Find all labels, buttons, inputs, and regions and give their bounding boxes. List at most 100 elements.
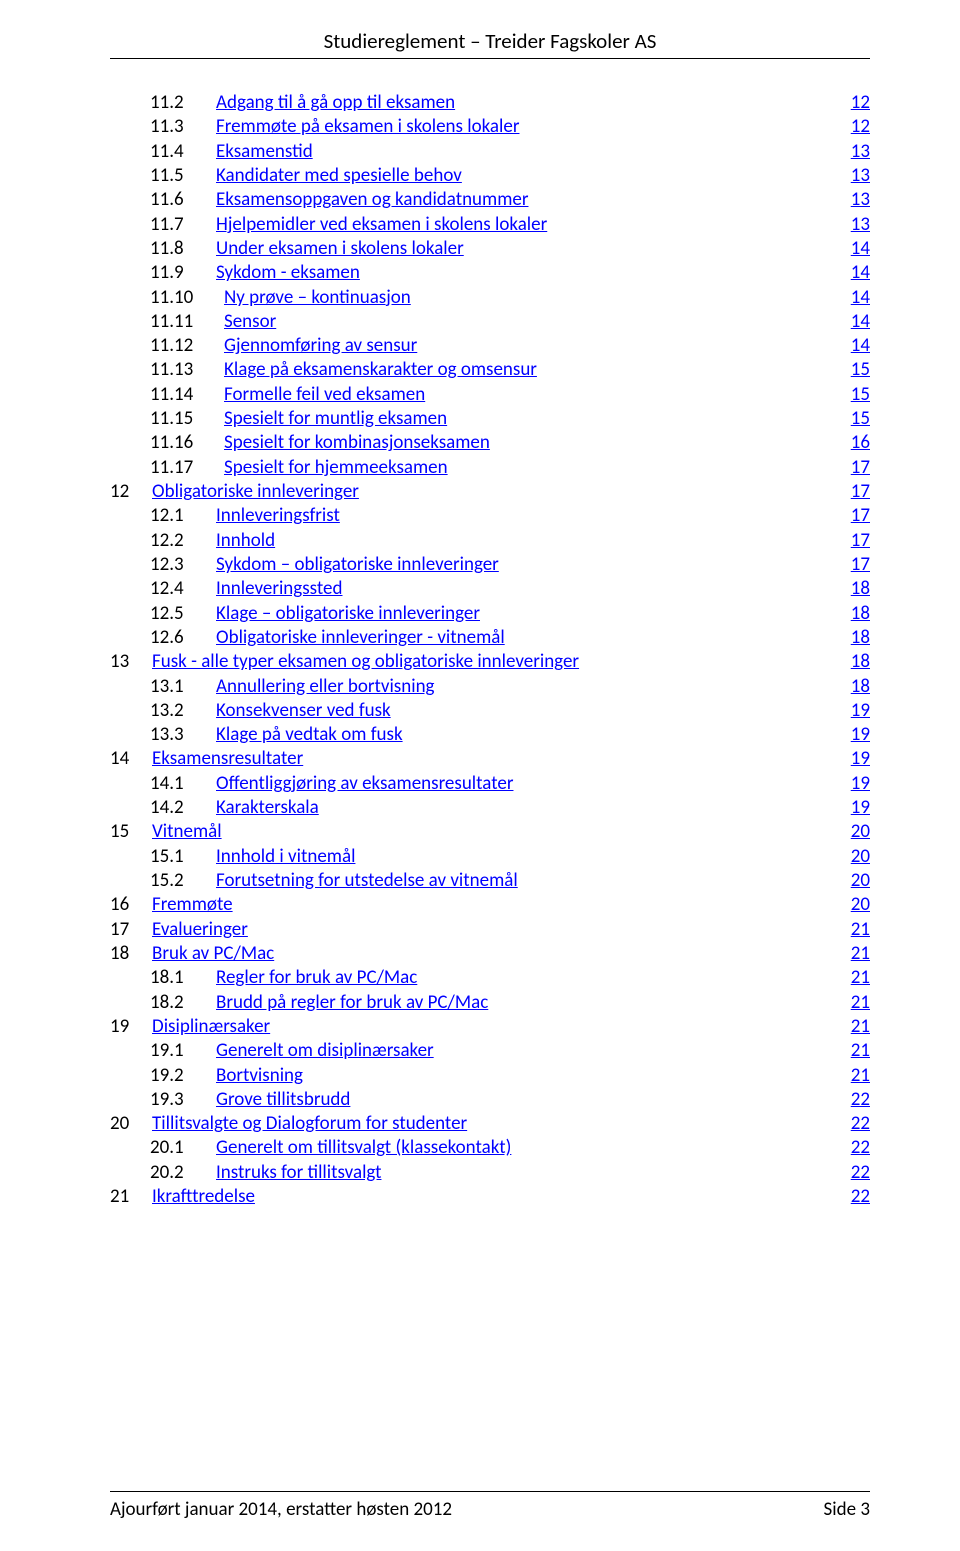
toc-link[interactable]: Innhold <box>216 529 275 552</box>
toc-page-link[interactable]: 20 <box>851 869 870 892</box>
toc-link[interactable]: Brudd på regler for bruk av PC/Mac <box>216 991 488 1014</box>
toc-page-link[interactable]: 22 <box>851 1185 870 1208</box>
toc-page-link[interactable]: 13 <box>851 188 870 211</box>
toc-page-link[interactable]: 19 <box>851 772 870 795</box>
toc-link[interactable]: Gjennomføring av sensur <box>224 334 417 357</box>
toc-link[interactable]: Generelt om disiplinærsaker <box>216 1039 434 1062</box>
toc-link[interactable]: Hjelpemidler ved eksamen i skolens lokal… <box>216 213 547 236</box>
table-of-contents: 11.2Adgang til å gå opp til eksamen1211.… <box>110 91 870 1209</box>
toc-page-link[interactable]: 19 <box>851 723 870 746</box>
toc-page-link[interactable]: 22 <box>851 1112 870 1135</box>
toc-link[interactable]: Instruks for tillitsvalgt <box>216 1161 381 1184</box>
toc-link[interactable]: Obligatoriske innleveringer - vitnemål <box>216 626 505 649</box>
toc-page-link[interactable]: 12 <box>851 115 870 138</box>
toc-page-link[interactable]: 21 <box>851 991 870 1014</box>
toc-page-link[interactable]: 14 <box>851 310 870 333</box>
toc-page-link[interactable]: 17 <box>851 529 870 552</box>
toc-page-link[interactable]: 19 <box>851 699 870 722</box>
toc-link[interactable]: Tillitsvalgte og Dialogforum for student… <box>152 1112 467 1135</box>
toc-page-link[interactable]: 19 <box>851 796 870 819</box>
toc-page-link[interactable]: 18 <box>851 626 870 649</box>
toc-page-link[interactable]: 14 <box>851 261 870 284</box>
toc-link[interactable]: Fremmøte på eksamen i skolens lokaler <box>216 115 519 138</box>
toc-page-link[interactable]: 18 <box>851 675 870 698</box>
toc-link[interactable]: Annullering eller bortvisning <box>216 675 435 698</box>
toc-link[interactable]: Sykdom – obligatoriske innleveringer <box>216 553 499 576</box>
toc-link[interactable]: Adgang til å gå opp til eksamen <box>216 91 455 114</box>
toc-link[interactable]: Bruk av PC/Mac <box>152 942 274 965</box>
toc-page-link[interactable]: 17 <box>851 504 870 527</box>
toc-page-link[interactable]: 21 <box>851 918 870 941</box>
toc-link[interactable]: Spesielt for hjemmeeksamen <box>224 456 448 479</box>
toc-link[interactable]: Klage på eksamenskarakter og omsensur <box>224 358 537 381</box>
toc-page-link[interactable]: 20 <box>851 893 870 916</box>
toc-page-link[interactable]: 17 <box>851 553 870 576</box>
toc-page-link[interactable]: 18 <box>851 602 870 625</box>
toc-page-link[interactable]: 19 <box>851 747 870 770</box>
toc-page-link[interactable]: 13 <box>851 140 870 163</box>
toc-row: 11.13Klage på eksamenskarakter og omsens… <box>110 358 870 382</box>
toc-link[interactable]: Bortvisning <box>216 1064 303 1087</box>
toc-link[interactable]: Formelle feil ved eksamen <box>224 383 425 406</box>
toc-link[interactable]: Evalueringer <box>152 918 248 941</box>
toc-link[interactable]: Spesielt for kombinasjonseksamen <box>224 431 490 454</box>
toc-page-link[interactable]: 20 <box>851 845 870 868</box>
toc-page-link[interactable]: 21 <box>851 1015 870 1038</box>
toc-link[interactable]: Fremmøte <box>152 893 233 916</box>
toc-page-link[interactable]: 22 <box>851 1088 870 1111</box>
toc-link[interactable]: Grove tillitsbrudd <box>216 1088 350 1111</box>
toc-page-link[interactable]: 14 <box>851 334 870 357</box>
toc-link[interactable]: Under eksamen i skolens lokaler <box>216 237 464 260</box>
toc-link[interactable]: Klage på vedtak om fusk <box>216 723 403 746</box>
toc-page-link[interactable]: 15 <box>851 383 870 406</box>
toc-number: 11.9 <box>110 261 216 285</box>
toc-link[interactable]: Generelt om tillitsvalgt (klassekontakt) <box>216 1136 511 1159</box>
toc-link[interactable]: Innleveringssted <box>216 577 342 600</box>
toc-link[interactable]: Offentliggjøring av eksamensresultater <box>216 772 513 795</box>
toc-link[interactable]: Klage – obligatoriske innleveringer <box>216 602 480 625</box>
toc-page-link[interactable]: 21 <box>851 966 870 989</box>
toc-page-link[interactable]: 18 <box>851 577 870 600</box>
toc-page-link[interactable]: 14 <box>851 237 870 260</box>
toc-link[interactable]: Ikrafttredelse <box>152 1185 255 1208</box>
toc-page-link[interactable]: 13 <box>851 164 870 187</box>
toc-page-link[interactable]: 18 <box>851 650 870 673</box>
toc-page-link[interactable]: 15 <box>851 407 870 430</box>
toc-page-link[interactable]: 21 <box>851 942 870 965</box>
toc-link[interactable]: Eksamensoppgaven og kandidatnummer <box>216 188 528 211</box>
toc-label: Forutsetning for utstedelse av vitnemål <box>216 869 840 893</box>
toc-link[interactable]: Karakterskala <box>216 796 319 819</box>
toc-page-number: 13 <box>840 140 870 164</box>
toc-page-link[interactable]: 22 <box>851 1161 870 1184</box>
toc-page-link[interactable]: 16 <box>851 431 870 454</box>
toc-page-link[interactable]: 15 <box>851 358 870 381</box>
toc-page-link[interactable]: 17 <box>851 480 870 503</box>
toc-link[interactable]: Ny prøve – kontinuasjon <box>224 286 411 309</box>
toc-page-link[interactable]: 17 <box>851 456 870 479</box>
toc-number: 18 <box>110 942 152 966</box>
toc-page-link[interactable]: 21 <box>851 1039 870 1062</box>
toc-number: 14.1 <box>110 772 216 796</box>
toc-page-link[interactable]: 14 <box>851 286 870 309</box>
toc-page-link[interactable]: 22 <box>851 1136 870 1159</box>
toc-link[interactable]: Forutsetning for utstedelse av vitnemål <box>216 869 518 892</box>
toc-page-number: 19 <box>840 723 870 747</box>
toc-link[interactable]: Obligatoriske innleveringer <box>152 480 359 503</box>
toc-link[interactable]: Vitnemål <box>152 820 222 843</box>
toc-link[interactable]: Kandidater med spesielle behov <box>216 164 462 187</box>
toc-link[interactable]: Sensor <box>224 310 276 333</box>
toc-link[interactable]: Konsekvenser ved fusk <box>216 699 391 722</box>
toc-link[interactable]: Innhold i vitnemål <box>216 845 355 868</box>
toc-link[interactable]: Eksamenstid <box>216 140 313 163</box>
toc-link[interactable]: Innleveringsfrist <box>216 504 340 527</box>
toc-link[interactable]: Disiplinærsaker <box>152 1015 270 1038</box>
toc-link[interactable]: Sykdom - eksamen <box>216 261 360 284</box>
toc-link[interactable]: Regler for bruk av PC/Mac <box>216 966 417 989</box>
toc-page-link[interactable]: 20 <box>851 820 870 843</box>
toc-page-link[interactable]: 12 <box>851 91 870 114</box>
toc-link[interactable]: Fusk - alle typer eksamen og obligatoris… <box>152 650 579 673</box>
toc-page-link[interactable]: 21 <box>851 1064 870 1087</box>
toc-link[interactable]: Eksamensresultater <box>152 747 303 770</box>
toc-link[interactable]: Spesielt for muntlig eksamen <box>224 407 447 430</box>
toc-page-link[interactable]: 13 <box>851 213 870 236</box>
